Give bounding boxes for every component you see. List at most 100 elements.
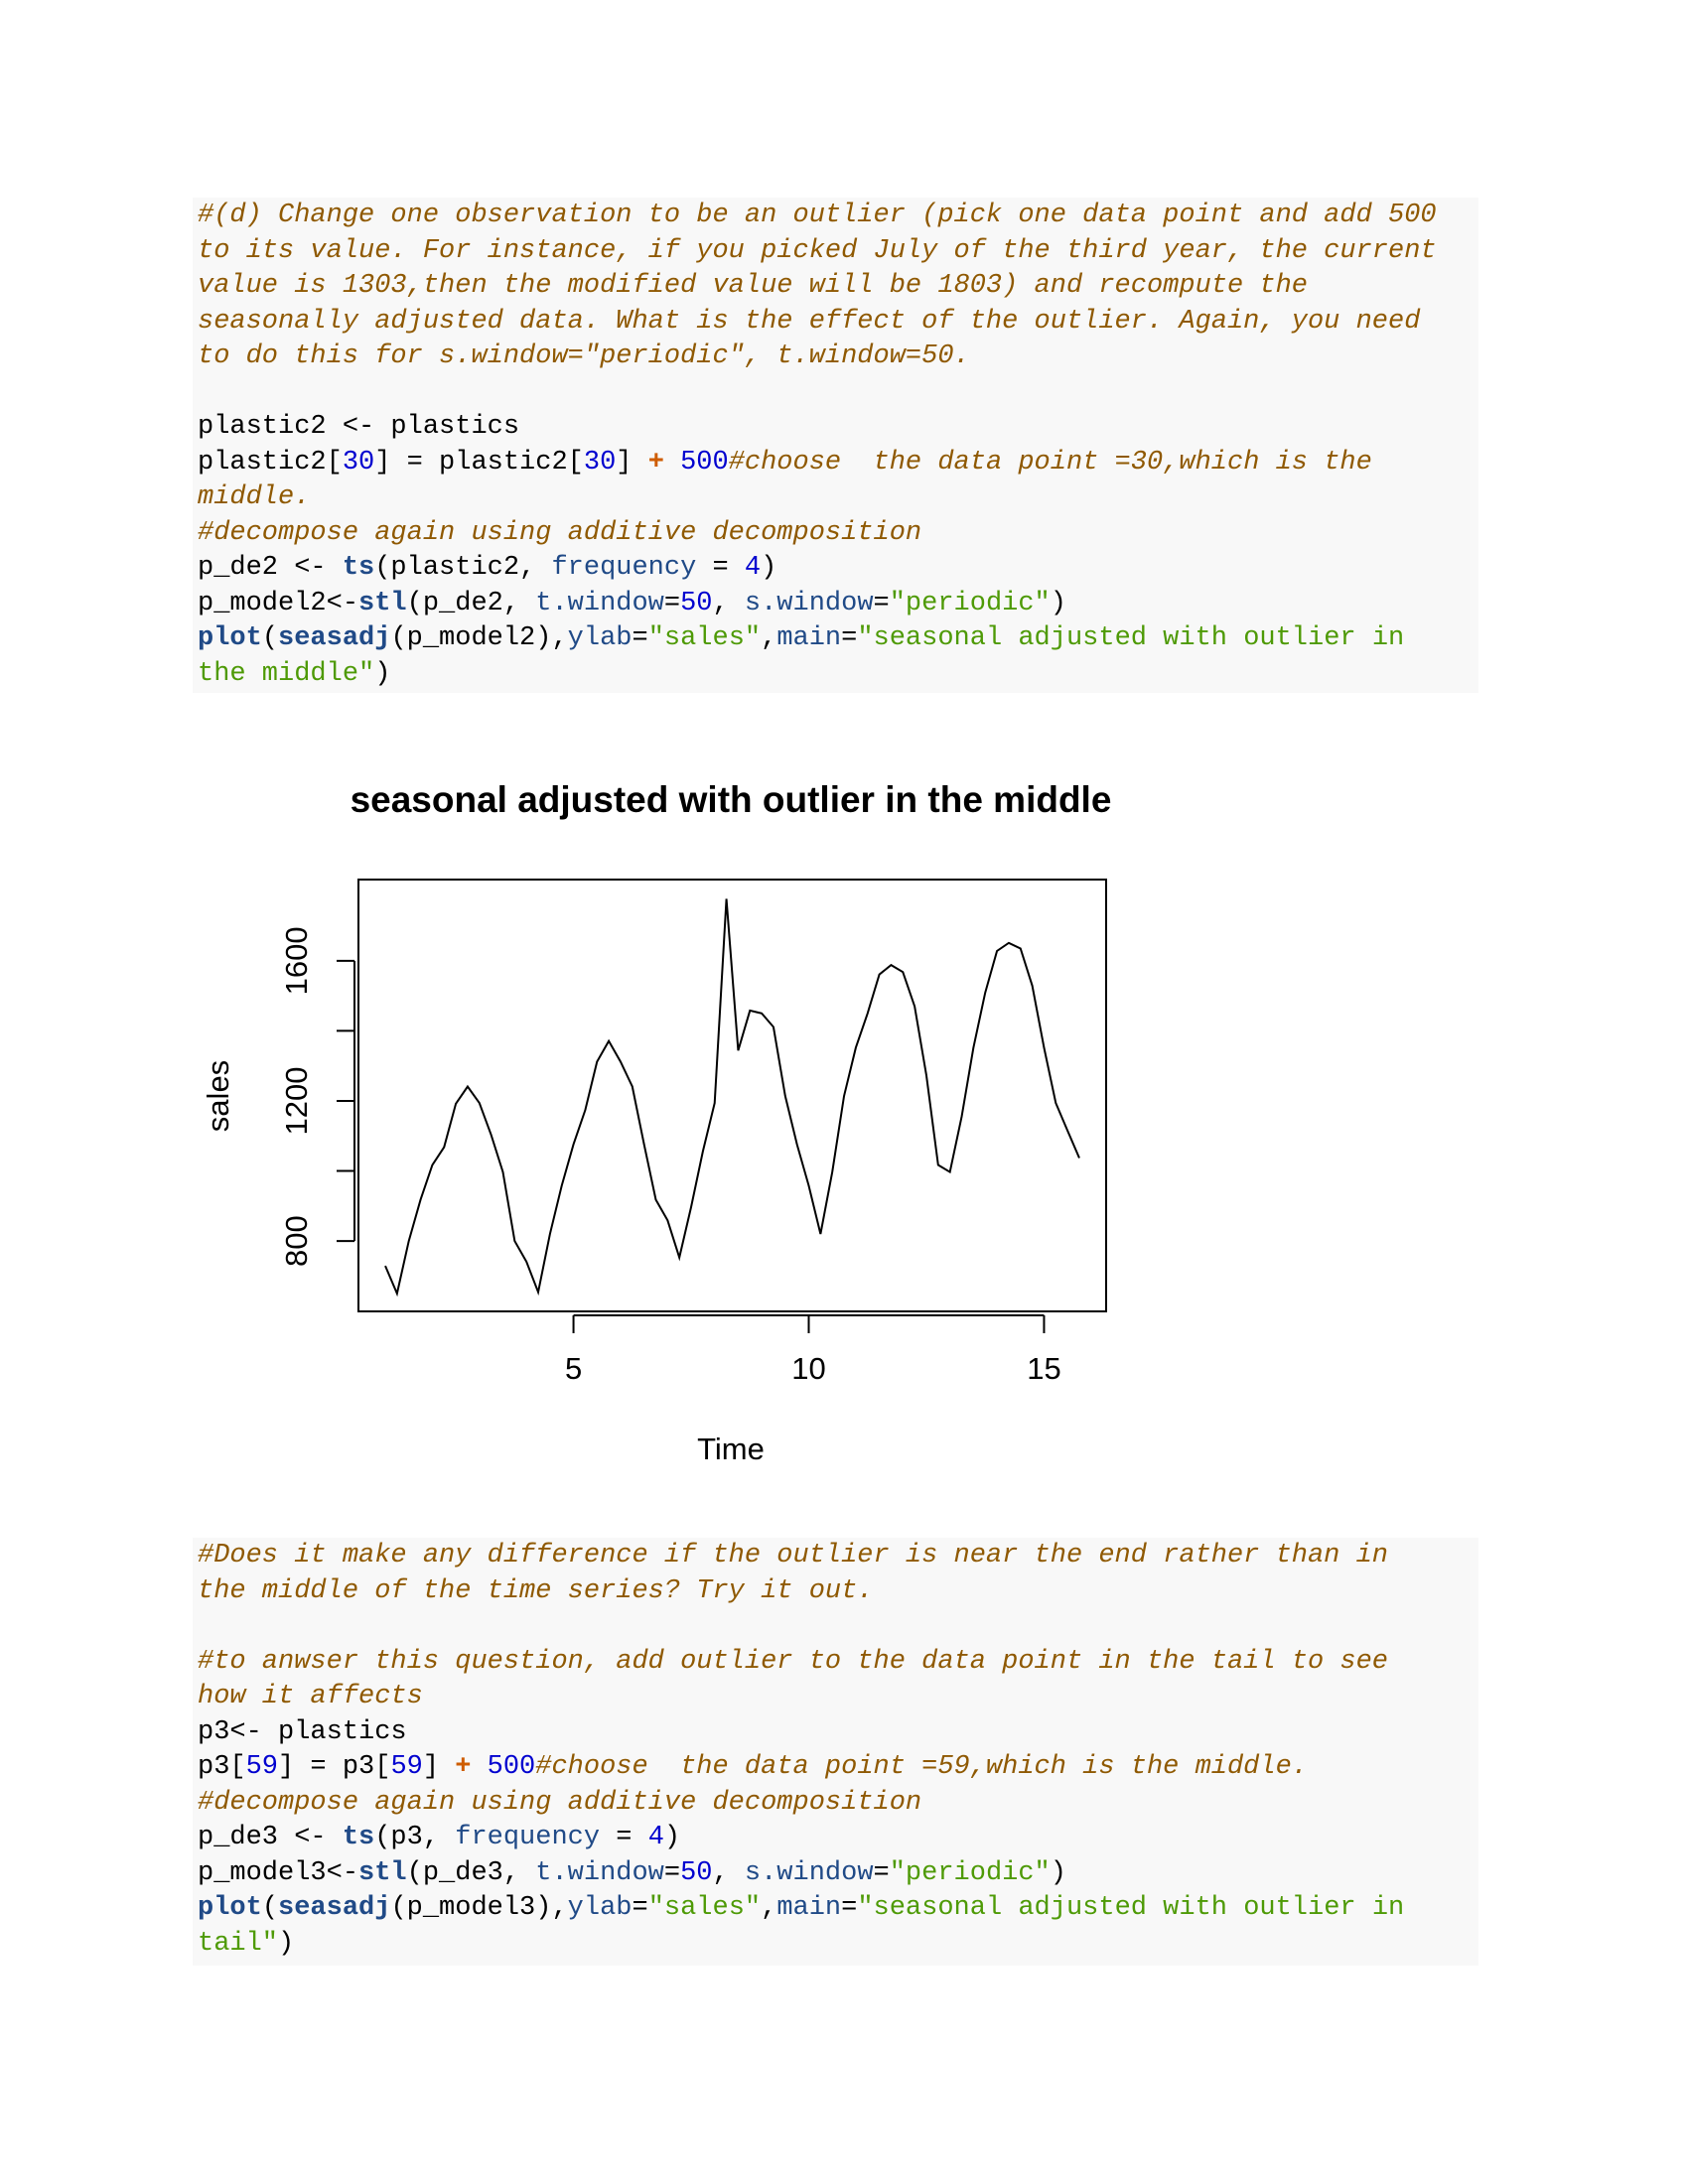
code-token: ,: [712, 1857, 745, 1888]
code-token: #to anwser this question, add outlier to…: [198, 1646, 1388, 1677]
code-token: to do this for s.window="periodic", t.wi…: [198, 341, 970, 371]
code-line: p3[59] = p3[59] + 500#choose the data po…: [193, 1750, 1478, 1786]
code-line: how it affects: [193, 1680, 1478, 1715]
code-token: =: [632, 623, 648, 653]
code-token: #Does it make any difference if the outl…: [198, 1541, 1388, 1570]
code-line: p3<- plastics: [193, 1715, 1478, 1751]
code-token: p3[: [198, 1752, 246, 1782]
code-block: #Does it make any difference if the outl…: [193, 1538, 1478, 1966]
code-line: p_de2 <- ts(plastic2, frequency = 4): [193, 551, 1478, 587]
code-token: plastic2 <- plastics: [198, 412, 520, 442]
code-token: (p_de3,: [406, 1857, 536, 1888]
code-token: p_model2<-: [198, 588, 359, 618]
code-line: p_model2<-stl(p_de2, t.window=50, s.wind…: [193, 587, 1478, 622]
x-axis-label: Time: [697, 1432, 765, 1466]
code-token: stl: [358, 1857, 407, 1888]
code-token: the middle of the time series? Try it ou…: [198, 1575, 874, 1606]
code-line: #decompose again using additive decompos…: [193, 516, 1478, 552]
code-line: plastic2[30] = plastic2[30] + 500#choose…: [193, 446, 1478, 481]
code-token: ]: [616, 447, 648, 478]
code-token: ] = plastic2[: [374, 447, 584, 478]
code-token: 59: [390, 1752, 423, 1782]
code-line: to its value. For instance, if you picke…: [193, 234, 1478, 270]
data-line: [384, 898, 1080, 1297]
code-token: seasadj: [278, 1893, 391, 1923]
code-token: p_model3<-: [198, 1857, 359, 1888]
code-line: [193, 1609, 1478, 1645]
code-token: plastic2[: [198, 447, 343, 478]
code-token: =: [873, 588, 890, 618]
code-token: =: [873, 1857, 890, 1888]
plot-frame: [357, 879, 1107, 1312]
code-token: frequency: [455, 1823, 601, 1852]
code-token: ): [761, 553, 777, 583]
code-token: +: [455, 1752, 472, 1782]
code-token: seasonally adjusted data. What is the ef…: [198, 306, 1421, 337]
code-token: tail": [198, 1928, 279, 1959]
code-token: ): [663, 1823, 681, 1852]
code-token: 30: [583, 447, 617, 478]
code-token: how it affects: [198, 1682, 423, 1711]
code-token: stl: [358, 588, 407, 618]
code-line: plot(seasadj(p_model2),ylab="sales",main…: [193, 621, 1478, 657]
code-token: 500: [680, 447, 729, 478]
code-line: tail"): [193, 1927, 1478, 1963]
code-token: ): [278, 1928, 295, 1959]
code-token: 50: [680, 1857, 713, 1888]
code-token: p3<- plastics: [198, 1716, 407, 1747]
code-token: 30: [342, 447, 375, 478]
code-token: +: [647, 447, 664, 478]
code-token: p_de3 <-: [198, 1823, 343, 1852]
code-token: [664, 448, 680, 478]
code-token: #choose the data point =30,which is the: [728, 447, 1372, 478]
code-token: =: [696, 553, 745, 583]
code-line: to do this for s.window="periodic", t.wi…: [193, 340, 1478, 375]
code-line: #(d) Change one observation to be an out…: [193, 199, 1478, 234]
code-token: =: [663, 588, 681, 618]
code-token: t.window: [535, 1857, 664, 1888]
code-line: value is 1303,then the modified value wi…: [193, 269, 1478, 305]
x-tick-label: 10: [791, 1351, 825, 1386]
x-tick-label: 5: [565, 1351, 582, 1386]
code-block: #(d) Change one observation to be an out…: [193, 198, 1478, 693]
code-token: =: [841, 623, 858, 653]
code-token: main: [776, 623, 842, 653]
code-line: middle.: [193, 480, 1478, 516]
code-token: frequency: [551, 553, 697, 583]
code-token: ylab: [567, 623, 633, 653]
code-token: ] = p3[: [278, 1752, 391, 1782]
code-line: the middle"): [193, 657, 1478, 693]
code-token: "sales": [647, 623, 762, 653]
code-token: s.window: [744, 588, 874, 618]
code-token: (: [261, 1893, 279, 1923]
code-line: seasonally adjusted data. What is the ef…: [193, 305, 1478, 341]
code-token: main: [776, 1893, 842, 1923]
code-token: ,: [761, 623, 777, 653]
code-token: ylab: [567, 1893, 633, 1923]
code-token: plot: [198, 1893, 262, 1923]
code-token: to its value. For instance, if you picke…: [198, 235, 1437, 266]
code-line: [193, 375, 1478, 411]
code-line: plot(seasadj(p_model3),ylab="sales",main…: [193, 1891, 1478, 1927]
code-token: (: [261, 623, 279, 653]
code-token: ): [374, 658, 391, 689]
code-token: ): [1050, 1857, 1066, 1888]
code-token: (p3,: [374, 1823, 456, 1852]
code-token: #decompose again using additive decompos…: [198, 1787, 922, 1818]
code-token: the middle": [198, 658, 375, 689]
code-token: ,: [712, 588, 745, 618]
code-token: 4: [744, 553, 762, 583]
code-token: ts: [342, 553, 375, 583]
code-token: ,: [761, 1893, 777, 1923]
y-tick-label: 1600: [279, 926, 314, 995]
code-token: (p_model2),: [390, 623, 568, 653]
code-token: ): [1050, 588, 1066, 618]
code-line: plastic2 <- plastics: [193, 410, 1478, 446]
code-token: t.window: [535, 588, 664, 618]
code-token: #(d) Change one observation to be an out…: [198, 201, 1437, 230]
code-token: 50: [680, 588, 713, 618]
code-token: #choose the data point =59,which is the …: [535, 1752, 1308, 1782]
code-line: #to anwser this question, add outlier to…: [193, 1645, 1478, 1681]
code-token: s.window: [744, 1857, 874, 1888]
